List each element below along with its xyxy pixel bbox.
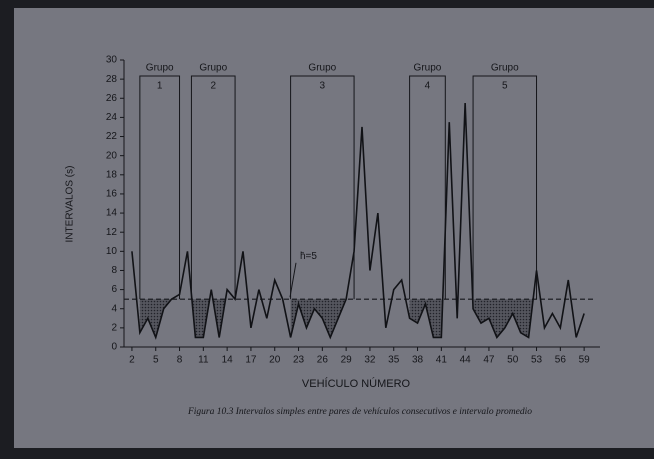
- x-tick-label: 35: [388, 355, 400, 366]
- caption: Figura 10.3 Intervalos simples entre par…: [187, 407, 532, 417]
- y-tick-label: 12: [106, 227, 118, 238]
- x-tick-label: 14: [222, 355, 234, 366]
- group-label: Grupo: [146, 63, 174, 74]
- y-tick-label: 24: [106, 112, 118, 123]
- x-tick-label: 5: [153, 355, 159, 366]
- group-label: Grupo: [308, 63, 336, 74]
- y-tick-label: 8: [111, 265, 117, 276]
- y-tick-label: 20: [106, 150, 118, 161]
- x-tick-label: 44: [460, 355, 472, 366]
- x-tick-label: 41: [436, 355, 448, 366]
- x-tick-label: 2: [129, 355, 135, 366]
- x-tick-label: 29: [341, 355, 353, 366]
- y-tick-label: 30: [106, 55, 118, 66]
- x-tick-label: 50: [507, 355, 519, 366]
- y-tick-label: 4: [111, 303, 117, 314]
- x-tick-label: 20: [269, 355, 281, 366]
- y-axis-label: INTERVALOS (s): [65, 166, 76, 243]
- group-number: 5: [502, 81, 508, 92]
- y-tick-label: 14: [106, 208, 118, 219]
- group-number: 1: [157, 81, 163, 92]
- x-tick-label: 23: [293, 355, 305, 366]
- group-label: Grupo: [199, 63, 227, 74]
- group-label: Grupo: [414, 63, 442, 74]
- x-tick-label: 11: [198, 355, 209, 366]
- y-tick-label: 6: [111, 284, 117, 295]
- y-tick-label: 18: [106, 169, 118, 180]
- group-label: Grupo: [491, 63, 519, 74]
- y-tick-label: 28: [106, 74, 118, 85]
- mean-label: h̄=5: [300, 251, 317, 262]
- page: {"chart_data": {"type": "line", "y_label…: [0, 0, 654, 459]
- x-tick-label: 38: [412, 355, 424, 366]
- x-tick-label: 59: [579, 355, 591, 366]
- y-tick-label: 0: [111, 342, 117, 353]
- chart: INTERVALOS (s) VEHÍCULO NÚMERO Figura 10…: [0, 0, 654, 459]
- y-tick-label: 26: [106, 93, 118, 104]
- y-tick-label: 2: [111, 323, 117, 334]
- x-tick-label: 8: [177, 355, 183, 366]
- x-tick-label: 53: [531, 355, 543, 366]
- x-tick-label: 32: [364, 355, 376, 366]
- group-number: 2: [210, 81, 216, 92]
- x-axis-label: VEHÍCULO NÚMERO: [302, 377, 411, 390]
- x-tick-label: 26: [317, 355, 329, 366]
- x-tick-label: 17: [245, 355, 257, 366]
- y-tick-label: 22: [106, 131, 118, 142]
- group-number: 3: [320, 81, 326, 92]
- y-tick-label: 10: [106, 246, 118, 257]
- group-number: 4: [425, 81, 431, 92]
- x-tick-label: 47: [483, 355, 495, 366]
- y-tick-label: 16: [106, 189, 118, 200]
- x-tick-label: 56: [555, 355, 567, 366]
